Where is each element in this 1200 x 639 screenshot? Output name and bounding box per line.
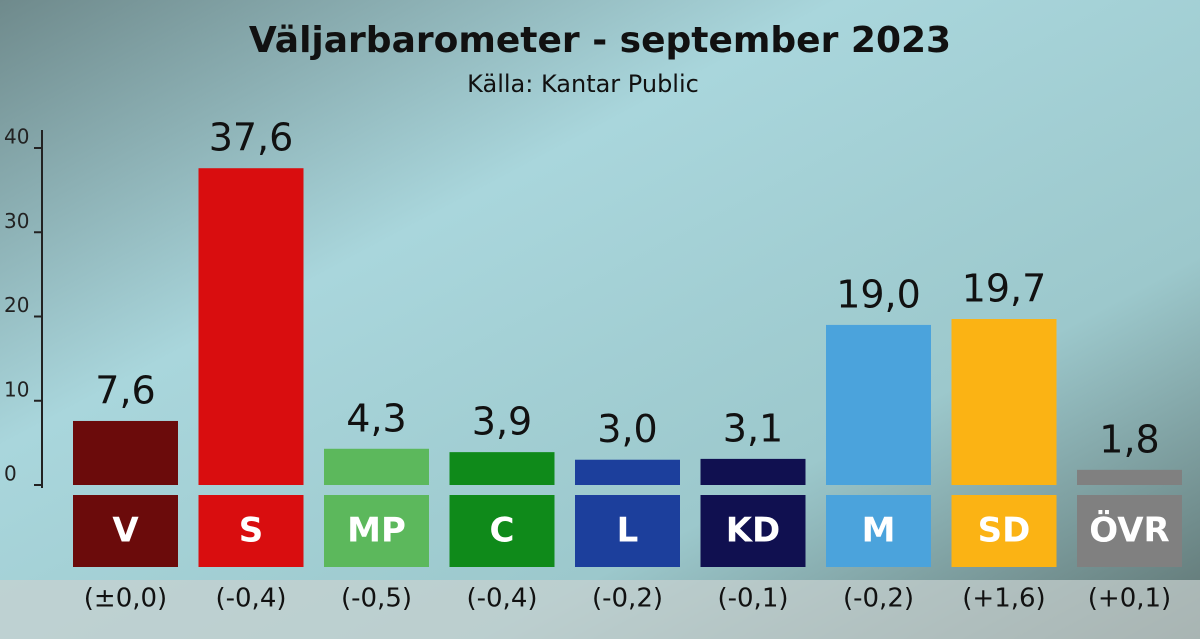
- x-tick-label: S: [239, 511, 264, 551]
- value-label: 3,9: [472, 400, 532, 444]
- bar: [324, 448, 429, 485]
- party-box: [198, 495, 304, 567]
- party-box: [73, 495, 178, 567]
- change-label: (-0,1): [717, 584, 788, 614]
- change-label: (-0,5): [341, 584, 412, 614]
- party-box: [324, 495, 429, 567]
- y-tick-label: 40: [4, 125, 29, 149]
- x-tick-label: C: [490, 511, 515, 551]
- x-tick-label: L: [617, 511, 639, 551]
- bar: [198, 168, 304, 485]
- value-label: 3,0: [597, 407, 657, 451]
- value-label: 7,6: [95, 368, 155, 412]
- y-tick-label: 30: [4, 209, 29, 233]
- value-label: 1,8: [1099, 417, 1159, 461]
- party-box: [951, 495, 1057, 567]
- bar: [1077, 469, 1182, 485]
- x-tick-label: SD: [978, 511, 1031, 551]
- y-tick-label: 0: [4, 462, 17, 486]
- value-label: 3,1: [723, 406, 783, 450]
- value-label: 19,7: [962, 267, 1047, 311]
- bar: [73, 420, 178, 485]
- change-label: (+1,6): [962, 584, 1045, 614]
- change-label: (+0,1): [1088, 584, 1171, 614]
- background-floor: [0, 580, 1200, 639]
- x-tick-label: V: [112, 511, 139, 551]
- change-label: (±0,0): [84, 584, 167, 614]
- chart-subtitle: Källa: Kantar Public: [467, 70, 699, 98]
- party-box: [449, 495, 555, 567]
- bar: [449, 452, 555, 485]
- value-label: 37,6: [209, 116, 294, 160]
- party-box: [575, 495, 680, 567]
- party-box: [826, 495, 931, 567]
- change-label: (-0,2): [843, 584, 914, 614]
- x-tick-label: M: [862, 511, 896, 551]
- x-tick-label: KD: [726, 511, 781, 551]
- party-box: [700, 495, 806, 567]
- y-tick-label: 20: [4, 293, 29, 317]
- change-label: (-0,4): [215, 584, 286, 614]
- x-tick-label: ÖVR: [1089, 510, 1169, 551]
- y-tick-label: 10: [4, 377, 29, 401]
- value-label: 19,0: [836, 272, 921, 316]
- chart-title: Väljarbarometer - september 2023: [249, 20, 951, 61]
- x-tick-label: MP: [347, 511, 406, 551]
- bar: [826, 324, 931, 485]
- bar: [700, 458, 806, 485]
- party-box: [1077, 495, 1182, 567]
- bar: [951, 319, 1057, 485]
- bar: [575, 459, 680, 485]
- value-label: 4,3: [346, 396, 406, 440]
- change-label: (-0,2): [592, 584, 663, 614]
- change-label: (-0,4): [466, 584, 537, 614]
